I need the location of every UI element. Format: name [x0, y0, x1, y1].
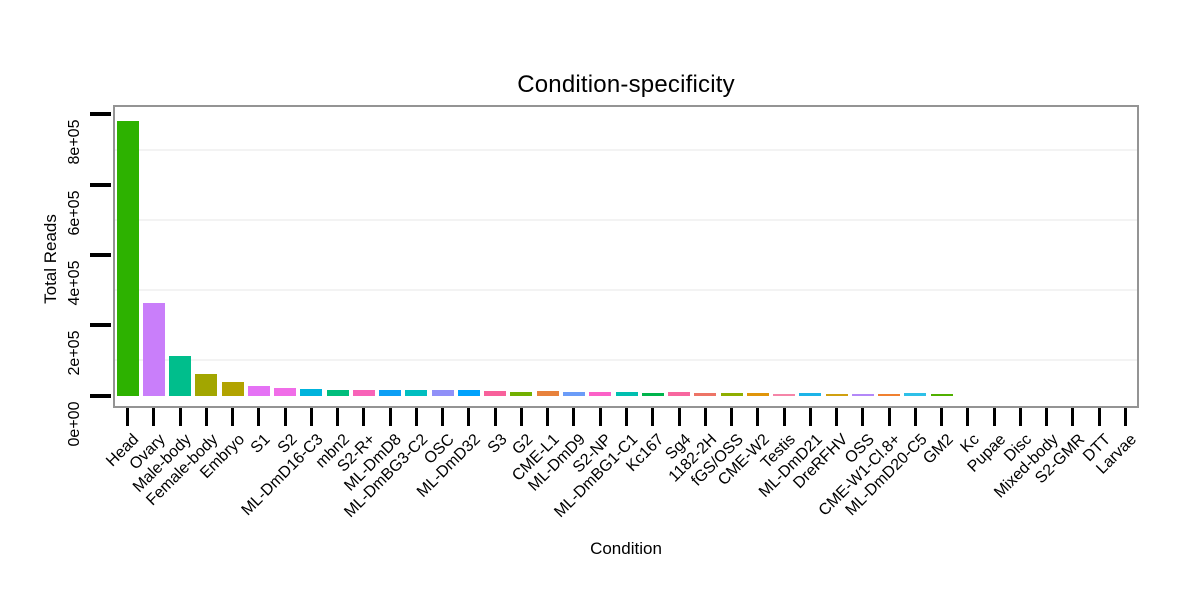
bar-ml-dmd16-c3: [300, 389, 323, 396]
bar-ml-dmd32: [457, 390, 480, 396]
bar-ml-dmd21: [799, 393, 822, 396]
x-tick: [782, 408, 786, 426]
x-tick: [651, 408, 655, 426]
y-tick-label: 2e+05: [66, 330, 83, 376]
minor-gridline: [115, 148, 1137, 151]
bar-ml-dmd9: [562, 391, 585, 396]
y-tick: [90, 323, 111, 328]
x-tick: [546, 408, 550, 426]
bar-drerfhv: [825, 393, 848, 396]
x-tick: [231, 408, 235, 426]
x-tick: [677, 408, 681, 426]
x-tick: [913, 408, 917, 426]
x-tick: [178, 408, 182, 426]
x-tick: [966, 408, 970, 426]
x-tick: [992, 408, 996, 426]
bar-g2: [510, 391, 533, 396]
bar-s2-np: [589, 391, 612, 396]
x-tick: [388, 408, 392, 426]
y-tick: [90, 393, 111, 398]
x-tick: [703, 408, 707, 426]
x-tick: [257, 408, 261, 426]
y-axis-title: Total Reads: [41, 214, 60, 304]
bar-s1: [247, 385, 270, 396]
bar-ml-dmd20-c5: [904, 393, 927, 396]
bar-testis: [773, 393, 796, 396]
x-tick: [467, 408, 471, 426]
x-tick: [414, 408, 418, 426]
x-tick: [362, 408, 366, 426]
x-tick: [808, 408, 812, 426]
minor-gridline: [115, 359, 1137, 362]
bar-ml-dmd8: [379, 390, 402, 396]
x-tick: [730, 408, 734, 426]
x-tick: [625, 408, 628, 426]
bar-cme-w1-cl-8-: [878, 393, 901, 396]
chart-title: Condition-specificity: [517, 71, 735, 98]
bar-female-body: [195, 374, 218, 396]
y-tick: [90, 112, 111, 117]
y-tick: [90, 253, 111, 257]
bar-ovary: [142, 303, 165, 396]
x-tick: [940, 408, 944, 426]
x-tick: [572, 408, 576, 426]
x-tick: [1123, 408, 1127, 426]
bar-embryo: [221, 382, 244, 396]
x-tick: [152, 408, 156, 426]
x-tick-label: S1: [248, 431, 274, 457]
x-tick: [1045, 408, 1049, 426]
bar-s3: [484, 391, 507, 396]
minor-gridline: [115, 289, 1137, 292]
bar-mbn2: [326, 389, 349, 396]
x-tick-label: S3: [484, 431, 511, 457]
x-tick: [1018, 408, 1022, 426]
x-tick: [1097, 408, 1101, 426]
x-tick: [309, 408, 313, 426]
bar-cme-w2: [746, 393, 769, 396]
bar-1182-2h: [694, 392, 717, 396]
bar-cme-l1: [536, 391, 559, 396]
bar-sg4: [668, 392, 690, 396]
y-tick-label: 4e+05: [66, 260, 83, 306]
x-tick: [493, 408, 497, 426]
minor-gridline: [115, 218, 1137, 221]
bar-head: [116, 121, 139, 396]
x-tick: [835, 408, 839, 426]
x-tick: [283, 408, 287, 426]
bar-gm2: [930, 393, 953, 396]
bar-ml-dmbg1-c1: [615, 391, 638, 396]
y-tick-label: 6e+05: [66, 190, 83, 236]
x-tick: [1071, 408, 1075, 426]
bar-fgs-oss: [720, 393, 743, 396]
y-tick-label: 0e+00: [66, 401, 83, 447]
x-tick: [126, 408, 130, 426]
x-tick: [598, 408, 602, 426]
bar-male-body: [169, 355, 192, 396]
bar-s2: [274, 388, 297, 396]
bar-oss: [851, 393, 874, 396]
bar-kc167: [641, 393, 664, 396]
x-tick: [861, 408, 865, 426]
x-tick: [336, 408, 340, 426]
bar-osc: [431, 389, 454, 396]
x-tick: [441, 408, 445, 426]
bar-s2-r-: [352, 389, 375, 396]
y-tick: [90, 182, 111, 187]
y-tick-label: 8e+05: [66, 119, 83, 165]
bar-ml-dmbg3-c2: [405, 390, 428, 396]
x-tick: [887, 408, 891, 426]
x-axis-title: Condition: [590, 539, 662, 558]
x-tick: [519, 408, 523, 426]
plot-panel: [113, 105, 1139, 408]
x-tick: [756, 408, 760, 426]
x-tick: [204, 408, 208, 426]
